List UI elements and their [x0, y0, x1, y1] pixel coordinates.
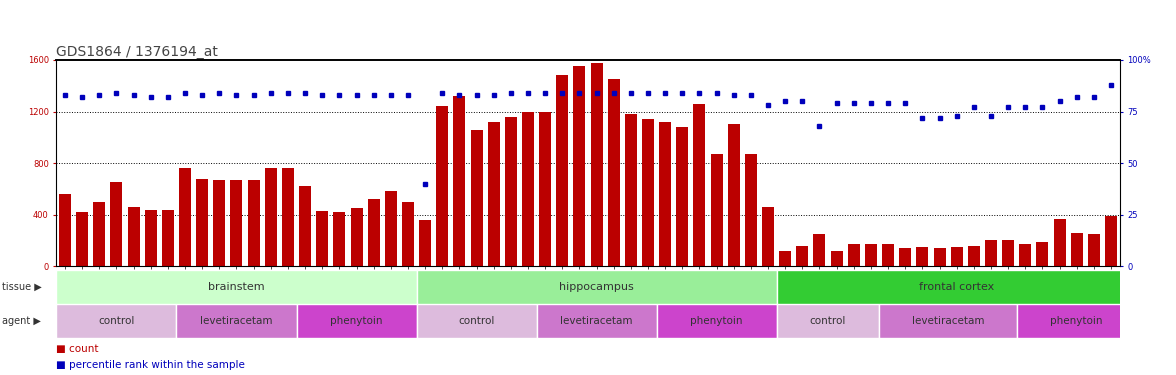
Text: ■ count: ■ count [56, 344, 99, 354]
Bar [505, 117, 516, 266]
Bar [316, 211, 328, 266]
Bar [830, 251, 843, 266]
Bar [1017, 304, 1137, 338]
Text: frontal cortex: frontal cortex [918, 282, 994, 292]
Text: ■ percentile rank within the sample: ■ percentile rank within the sample [56, 360, 246, 369]
Bar [985, 240, 997, 266]
Bar [93, 202, 106, 266]
Bar [880, 304, 1017, 338]
Bar [762, 207, 774, 266]
Bar [864, 244, 877, 266]
Bar [76, 212, 88, 266]
Bar [1088, 234, 1100, 266]
Text: phenytoin: phenytoin [690, 316, 743, 326]
Bar [299, 186, 312, 266]
Text: levetiracetam: levetiracetam [911, 316, 984, 326]
Text: phenytoin: phenytoin [1050, 316, 1103, 326]
Bar [796, 246, 808, 266]
Bar [488, 122, 500, 266]
Bar [1105, 216, 1117, 266]
Bar [179, 168, 191, 266]
Text: hippocampus: hippocampus [560, 282, 634, 292]
Text: control: control [99, 316, 134, 326]
Bar [1020, 244, 1031, 266]
Bar [814, 234, 826, 266]
Bar [230, 180, 242, 266]
Text: agent ▶: agent ▶ [2, 316, 41, 326]
Bar [676, 127, 688, 266]
Bar [744, 154, 757, 266]
Bar [176, 304, 296, 338]
Bar [419, 220, 432, 266]
Bar [1002, 240, 1014, 266]
Bar [333, 212, 346, 266]
Bar [56, 270, 416, 304]
Bar [590, 63, 602, 266]
Bar [128, 207, 140, 266]
Bar [265, 168, 276, 266]
Bar [574, 66, 586, 266]
Bar [282, 168, 294, 266]
Bar [624, 114, 637, 266]
Bar [1036, 242, 1048, 266]
Bar [385, 192, 396, 266]
Bar [213, 180, 226, 266]
Bar [556, 75, 568, 266]
Bar [539, 111, 552, 266]
Bar [848, 244, 860, 266]
Text: control: control [810, 316, 847, 326]
Bar [56, 304, 176, 338]
Bar [608, 80, 620, 266]
Text: levetiracetam: levetiracetam [200, 316, 273, 326]
Text: phenytoin: phenytoin [330, 316, 382, 326]
Text: levetiracetam: levetiracetam [560, 316, 633, 326]
Bar [536, 304, 656, 338]
Bar [111, 183, 122, 266]
Text: brainstem: brainstem [208, 282, 265, 292]
Bar [522, 111, 534, 266]
Bar [728, 124, 740, 266]
Bar [780, 251, 791, 266]
Bar [776, 270, 1137, 304]
Bar [656, 304, 776, 338]
Bar [776, 304, 880, 338]
Bar [470, 130, 482, 266]
Bar [196, 178, 208, 266]
Bar [162, 210, 174, 266]
Text: tissue ▶: tissue ▶ [2, 282, 42, 292]
Bar [710, 154, 722, 266]
Bar [950, 247, 963, 266]
Bar [416, 270, 776, 304]
Bar [660, 122, 671, 266]
Bar [145, 210, 156, 266]
Text: GDS1864 / 1376194_at: GDS1864 / 1376194_at [56, 45, 219, 59]
Bar [968, 246, 980, 266]
Bar [402, 202, 414, 266]
Bar [882, 244, 894, 266]
Bar [436, 106, 448, 266]
Bar [934, 248, 946, 266]
Bar [248, 180, 260, 266]
Bar [368, 199, 380, 266]
Bar [916, 247, 928, 266]
Bar [416, 304, 536, 338]
Bar [642, 119, 654, 266]
Text: control: control [459, 316, 495, 326]
Bar [350, 208, 362, 266]
Bar [900, 248, 911, 266]
Bar [694, 104, 706, 266]
Bar [454, 96, 466, 266]
Bar [1054, 219, 1065, 266]
Bar [296, 304, 416, 338]
Bar [59, 194, 71, 266]
Bar [1070, 233, 1083, 266]
